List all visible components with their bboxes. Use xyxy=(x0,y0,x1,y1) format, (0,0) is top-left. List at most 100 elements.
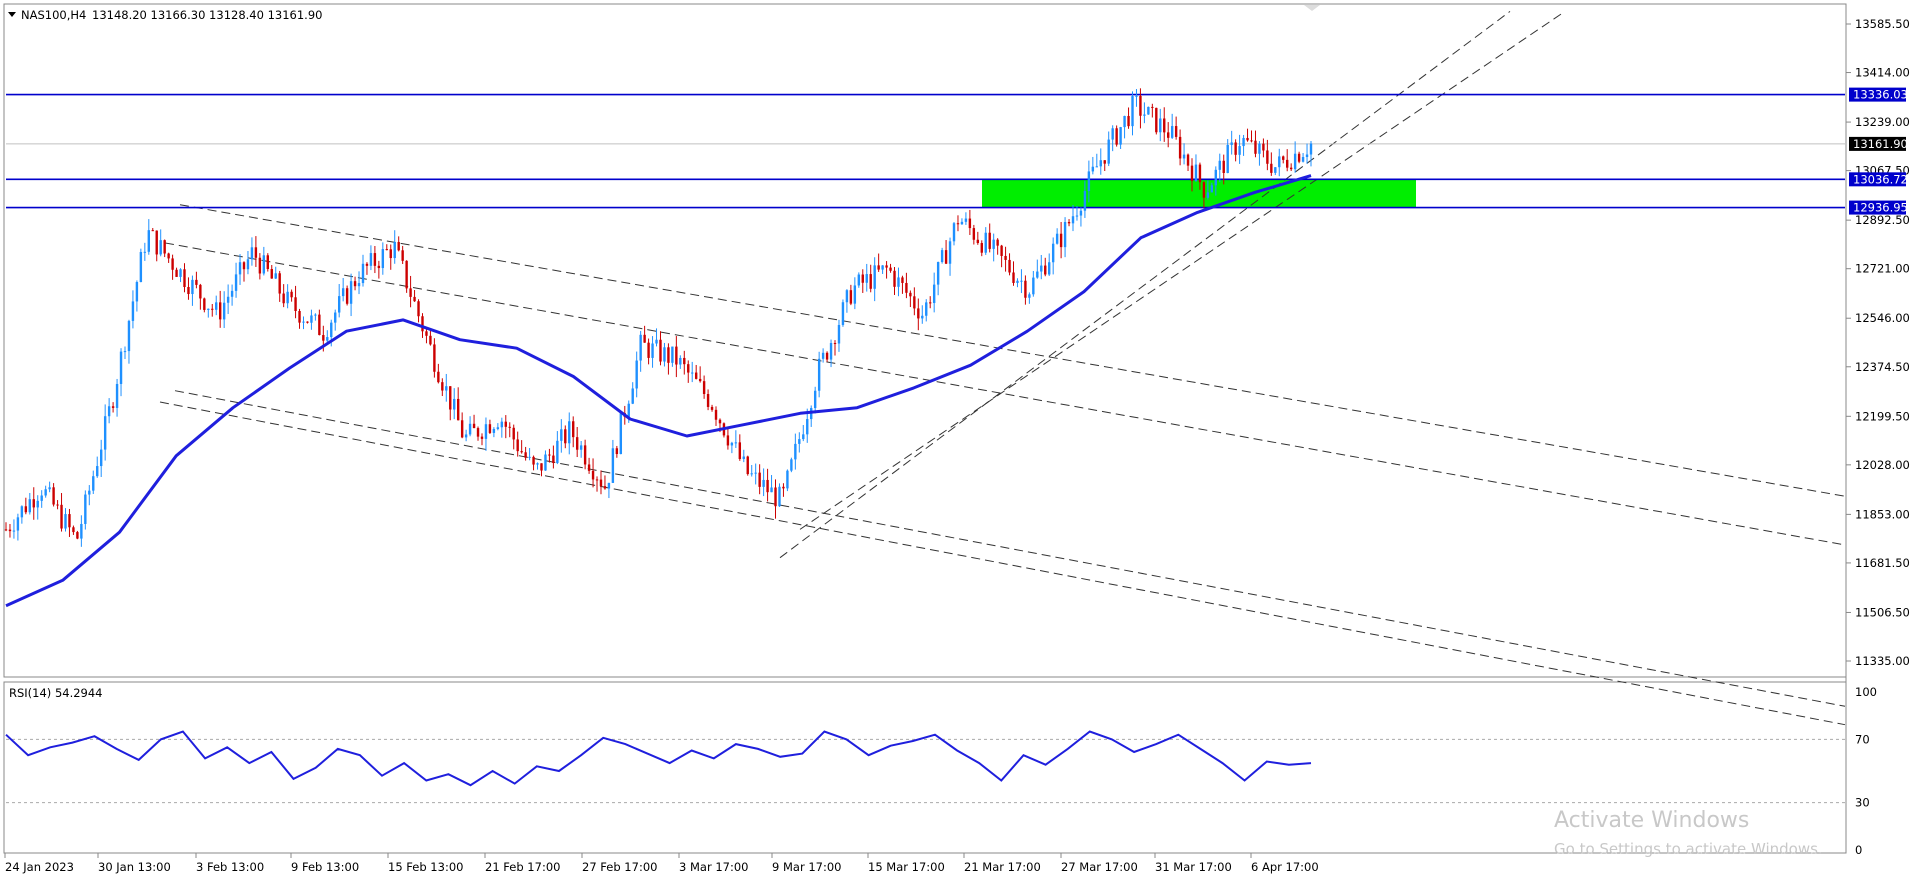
candle-body xyxy=(334,312,337,323)
candle-body xyxy=(897,277,900,287)
candle-body xyxy=(92,476,95,491)
candle-body xyxy=(425,331,428,336)
time-tick-label: 3 Mar 17:00 xyxy=(679,860,748,874)
candle-body xyxy=(429,335,432,345)
candle-body xyxy=(627,403,630,417)
candle-body xyxy=(758,472,761,487)
candle-body xyxy=(1270,163,1273,173)
moving-average-line xyxy=(5,174,1312,608)
candle-body xyxy=(381,249,385,269)
candle-body xyxy=(1297,153,1301,162)
scroll-marker-icon[interactable] xyxy=(1304,5,1320,11)
time-tick-label: 3 Feb 13:00 xyxy=(196,860,264,874)
candle-body xyxy=(691,372,694,374)
candles xyxy=(4,88,1313,547)
candle-body xyxy=(1202,182,1206,198)
candle-body xyxy=(845,290,849,303)
candle-body xyxy=(274,273,277,279)
candle-body xyxy=(1008,259,1011,273)
candle-body xyxy=(195,279,198,285)
candle-body xyxy=(635,360,638,389)
candle-body xyxy=(698,378,702,382)
candle-body xyxy=(453,398,456,410)
candle-body xyxy=(397,241,400,251)
candle-body xyxy=(1250,140,1253,142)
candle-body xyxy=(1186,154,1190,166)
candle-body xyxy=(12,530,16,532)
candle-body xyxy=(99,449,103,467)
candle-body xyxy=(996,239,999,246)
candle-body xyxy=(1103,160,1106,164)
candle-body xyxy=(234,274,238,291)
candle-body xyxy=(72,527,75,533)
price-tick-label: 11681.50 xyxy=(1855,556,1910,570)
candle-body xyxy=(1234,142,1237,155)
candle-body xyxy=(179,269,182,277)
candle-body xyxy=(1293,153,1297,170)
time-tick-label: 31 Mar 17:00 xyxy=(1155,860,1232,874)
candle-body xyxy=(171,258,174,270)
candle-body xyxy=(1218,160,1221,170)
activation-watermark-title: Activate Windows xyxy=(1554,808,1749,833)
candle-body xyxy=(718,419,722,424)
candle-body xyxy=(175,269,178,277)
candle-body xyxy=(4,529,8,531)
candle-body xyxy=(806,419,809,435)
moving-average xyxy=(5,174,1312,608)
candle-body xyxy=(330,322,333,338)
candle-body xyxy=(671,346,674,363)
candle-body xyxy=(413,296,416,302)
candle-body xyxy=(167,253,170,259)
candle-body xyxy=(1305,154,1309,158)
candle-body xyxy=(103,416,107,450)
candle-body xyxy=(568,421,571,444)
candle-body xyxy=(1210,185,1214,193)
candle-body xyxy=(417,301,420,317)
axes: 13585.5013414.0013239.0013067.5012892.50… xyxy=(4,17,1910,874)
candle-body xyxy=(306,321,309,323)
candle-body xyxy=(651,343,654,358)
candle-body xyxy=(56,504,59,506)
candle-body xyxy=(1194,164,1198,182)
candle-body xyxy=(1301,157,1305,162)
candle-body xyxy=(1230,142,1233,145)
candle-body xyxy=(52,487,55,505)
time-tick-label: 9 Mar 17:00 xyxy=(772,860,841,874)
candle-body xyxy=(1004,255,1007,260)
candle-body xyxy=(659,339,662,362)
candle-body xyxy=(508,426,511,428)
candle-body xyxy=(687,364,690,373)
collapse-triangle-icon[interactable] xyxy=(8,12,16,17)
candle-body xyxy=(841,302,845,325)
candle-body xyxy=(1107,139,1110,164)
price-tick-label: 13414.00 xyxy=(1855,66,1910,80)
candle-body xyxy=(873,265,876,289)
candle-body xyxy=(865,274,868,283)
price-tag xyxy=(1849,200,1906,215)
candle-body xyxy=(583,445,587,465)
candle-body xyxy=(913,296,916,309)
candle-body xyxy=(575,437,579,450)
candle-body xyxy=(262,255,266,274)
candle-body xyxy=(694,372,698,379)
candle-body xyxy=(877,265,880,270)
candle-body xyxy=(302,321,305,323)
candle-body xyxy=(1309,143,1313,155)
candle-body xyxy=(488,424,492,433)
candle-body xyxy=(560,429,563,441)
candle-body xyxy=(270,269,273,279)
candle-body xyxy=(869,274,872,289)
candle-body xyxy=(151,230,154,232)
candle-body xyxy=(8,529,12,532)
candle-body xyxy=(1036,271,1039,278)
candle-body xyxy=(881,265,884,270)
time-tick-label: 21 Mar 17:00 xyxy=(964,860,1041,874)
candle-body xyxy=(60,504,63,529)
candle-body xyxy=(159,240,162,255)
candle-body xyxy=(552,455,555,464)
candle-body xyxy=(266,255,269,270)
candle-body xyxy=(1242,137,1245,147)
candle-body xyxy=(385,249,388,251)
candle-body xyxy=(762,479,765,487)
